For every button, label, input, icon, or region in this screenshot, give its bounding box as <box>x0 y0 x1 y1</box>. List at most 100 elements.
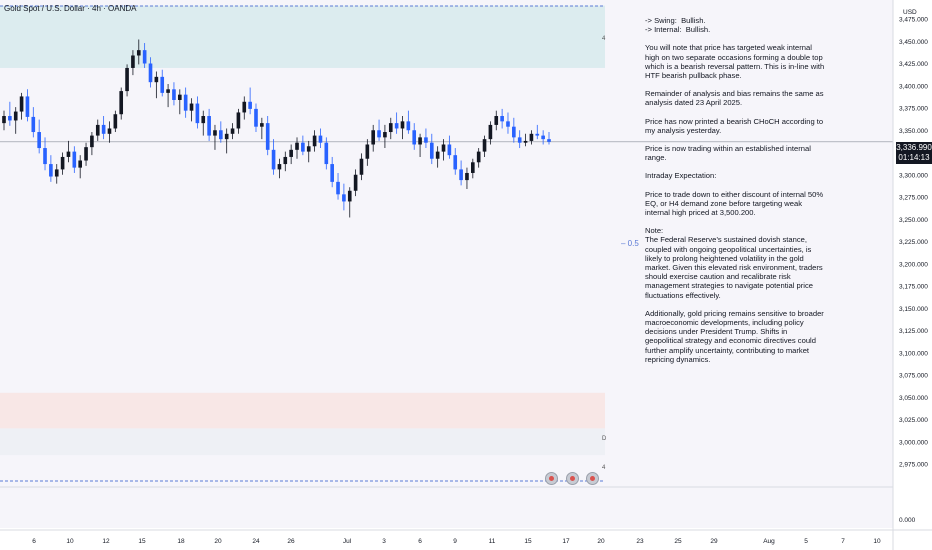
zone-demand <box>0 392 605 429</box>
note-paragraph: Price to trade down to either discount o… <box>645 189 826 218</box>
candle-body <box>119 91 124 115</box>
y-tick-label: 3,150.000 <box>899 306 928 313</box>
y-tick-label: 3,050.000 <box>899 395 928 402</box>
candle-body <box>189 103 194 111</box>
x-tick-label: 10 <box>66 538 74 545</box>
candle-body <box>78 160 82 168</box>
candle-body <box>160 76 165 93</box>
candle-body <box>260 123 264 127</box>
economic-event-flag-icon[interactable] <box>566 472 579 485</box>
y-tick-label: 3,225.000 <box>899 239 928 246</box>
x-tick-label: 10 <box>873 538 881 545</box>
candle-body <box>318 135 323 143</box>
candle-body <box>342 194 346 202</box>
last-price-value: 3,336.990 <box>896 143 932 152</box>
note-paragraph: Remainder of analysis and bias remains t… <box>645 89 826 108</box>
note-paragraph: Price is now trading within an establish… <box>645 144 814 163</box>
candle-body <box>301 142 305 152</box>
y-tick-label: 3,075.000 <box>899 373 928 380</box>
candle-body <box>277 164 282 170</box>
candle-body <box>412 130 417 145</box>
candle-body <box>283 156 288 165</box>
candle-body <box>230 128 235 134</box>
candle-body <box>2 116 6 124</box>
y-tick-label: 3,175.000 <box>899 284 928 291</box>
y-tick-label: 3,125.000 <box>899 328 928 335</box>
y-tick-label: 0.000 <box>899 517 916 524</box>
candle-body <box>394 123 399 129</box>
candle-countdown: 01:14:13 <box>898 153 930 162</box>
y-tick-label: 3,300.000 <box>899 172 928 179</box>
candle-body <box>289 149 293 157</box>
note-paragraph: You will note that price has targeted we… <box>645 43 827 81</box>
candle-body <box>488 124 493 140</box>
note-paragraph: Additionally, gold pricing remains sensi… <box>645 308 826 364</box>
candle-body <box>271 149 276 170</box>
candle-body <box>154 76 159 83</box>
x-tick-label: 11 <box>489 538 496 545</box>
y-tick-label: 3,025.000 <box>899 417 928 424</box>
y-tick-label: 3,400.000 <box>899 83 928 90</box>
x-tick-label: 24 <box>252 538 260 545</box>
candle-body <box>418 137 422 145</box>
zone-supply <box>0 5 605 68</box>
candle-body <box>248 101 252 109</box>
x-tick-label: 17 <box>562 538 570 545</box>
x-tick-label: Jul <box>343 538 352 545</box>
y-tick-label: 3,375.000 <box>899 106 928 113</box>
candle-body <box>183 94 188 111</box>
candle-body <box>166 89 170 93</box>
x-tick-label: 20 <box>214 538 222 545</box>
candle-body <box>336 181 340 195</box>
candle-body <box>113 114 118 129</box>
eq-label-text: 0.5 <box>627 239 639 248</box>
candle-body <box>441 144 446 152</box>
economic-event-flag-icon[interactable] <box>545 472 558 485</box>
candle-body <box>13 111 18 121</box>
candle-body <box>148 63 153 83</box>
candle-body <box>31 116 36 133</box>
y-tick-label: 3,250.000 <box>899 217 928 224</box>
candle-body <box>312 135 317 147</box>
economic-event-flag-icon[interactable] <box>586 472 599 485</box>
y-tick-label: 3,000.000 <box>899 439 928 446</box>
zone-discount <box>0 428 605 456</box>
y-tick-label: 3,475.000 <box>899 17 928 24</box>
candle-body <box>383 132 387 138</box>
note-paragraph: Note: The Federal Reserve’s sustained do… <box>645 226 823 300</box>
note-paragraph: Price has now printed a bearish CHoCH ac… <box>645 116 826 135</box>
y-tick-label: 3,450.000 <box>899 39 928 46</box>
candle-body <box>142 50 147 64</box>
candle-body <box>447 144 452 156</box>
candle-body <box>482 139 487 152</box>
candle-body <box>201 116 206 124</box>
y-tick-label: 3,425.000 <box>899 61 928 68</box>
x-tick-label: 6 <box>32 538 36 545</box>
candle-body <box>66 151 71 157</box>
candle-body <box>54 169 59 177</box>
candle-body <box>541 135 545 140</box>
candle-body <box>236 112 241 129</box>
x-tick-label: 3 <box>382 538 386 545</box>
candle-body <box>224 133 229 140</box>
candle-body <box>406 121 411 131</box>
candle-body <box>347 190 352 202</box>
x-tick-label: 20 <box>597 538 605 545</box>
price-axis-background <box>893 0 932 550</box>
candle-body <box>254 108 258 127</box>
candle-body <box>529 133 534 141</box>
candle-body <box>43 148 47 165</box>
note-paragraph: -> Swing: Bullish. -> Internal: Bullish. <box>645 16 711 35</box>
x-tick-label: 18 <box>177 538 185 545</box>
candle-body <box>195 103 200 124</box>
candle-body <box>265 123 270 150</box>
x-tick-label: 26 <box>287 538 295 545</box>
candle-body <box>25 96 30 117</box>
candle-body <box>101 124 106 134</box>
candle-body <box>95 124 100 136</box>
x-tick-label: Aug <box>763 538 775 545</box>
x-tick-label: 15 <box>138 538 146 545</box>
candle-body <box>37 132 41 149</box>
